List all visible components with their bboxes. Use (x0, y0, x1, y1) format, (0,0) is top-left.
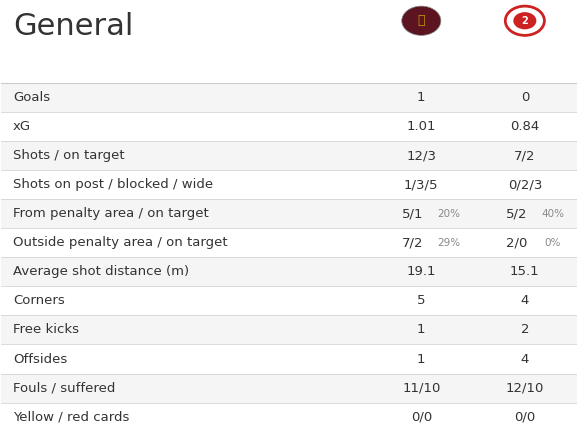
Text: 0/0: 0/0 (411, 410, 432, 423)
Text: 0.84: 0.84 (510, 120, 539, 133)
Text: 2: 2 (521, 16, 528, 26)
Bar (1, 374, 577, 403)
Bar (1, 141, 577, 170)
Text: 0: 0 (521, 91, 529, 104)
Circle shape (402, 6, 441, 36)
Text: Fouls / suffered: Fouls / suffered (13, 381, 115, 394)
Text: Shots on post / blocked / wide: Shots on post / blocked / wide (13, 178, 213, 191)
Circle shape (513, 12, 536, 29)
Text: 7/2: 7/2 (402, 236, 424, 249)
Text: 1.01: 1.01 (406, 120, 436, 133)
Text: Goals: Goals (13, 91, 50, 104)
Text: 0%: 0% (544, 238, 561, 248)
Text: 11/10: 11/10 (402, 381, 440, 394)
Text: 4: 4 (521, 352, 529, 365)
Text: Outside penalty area / on target: Outside penalty area / on target (13, 236, 228, 249)
Text: 0/2/3: 0/2/3 (507, 178, 542, 191)
Text: 7/2: 7/2 (514, 149, 536, 162)
Text: Free kicks: Free kicks (13, 323, 79, 336)
Text: Shots / on target: Shots / on target (13, 149, 124, 162)
Circle shape (505, 6, 544, 36)
Bar (1, 83, 577, 112)
Text: 1: 1 (417, 323, 425, 336)
Text: 40%: 40% (541, 209, 564, 219)
Text: Corners: Corners (13, 294, 65, 307)
Text: 5/2: 5/2 (506, 207, 527, 220)
Bar (1, 199, 577, 228)
Text: 5/1: 5/1 (402, 207, 424, 220)
Text: 20%: 20% (438, 209, 461, 219)
Text: From penalty area / on target: From penalty area / on target (13, 207, 209, 220)
Text: 12/3: 12/3 (406, 149, 436, 162)
Text: 29%: 29% (438, 238, 461, 248)
Text: 1: 1 (417, 91, 425, 104)
Text: Average shot distance (m): Average shot distance (m) (13, 265, 189, 278)
Text: Yellow / red cards: Yellow / red cards (13, 410, 129, 423)
Text: 2/0: 2/0 (506, 236, 527, 249)
Text: 4: 4 (521, 294, 529, 307)
Text: 1/3/5: 1/3/5 (404, 178, 439, 191)
Text: 5: 5 (417, 294, 425, 307)
Text: 2: 2 (521, 323, 529, 336)
Bar (1, 316, 577, 345)
Text: ⛨: ⛨ (417, 14, 425, 27)
Text: Offsides: Offsides (13, 352, 67, 365)
Text: 0/0: 0/0 (514, 410, 535, 423)
Text: 1: 1 (417, 352, 425, 365)
Bar (1, 257, 577, 286)
Text: 15.1: 15.1 (510, 265, 540, 278)
Text: 19.1: 19.1 (406, 265, 436, 278)
Text: xG: xG (13, 120, 31, 133)
Text: General: General (13, 12, 134, 41)
Text: 12/10: 12/10 (506, 381, 544, 394)
